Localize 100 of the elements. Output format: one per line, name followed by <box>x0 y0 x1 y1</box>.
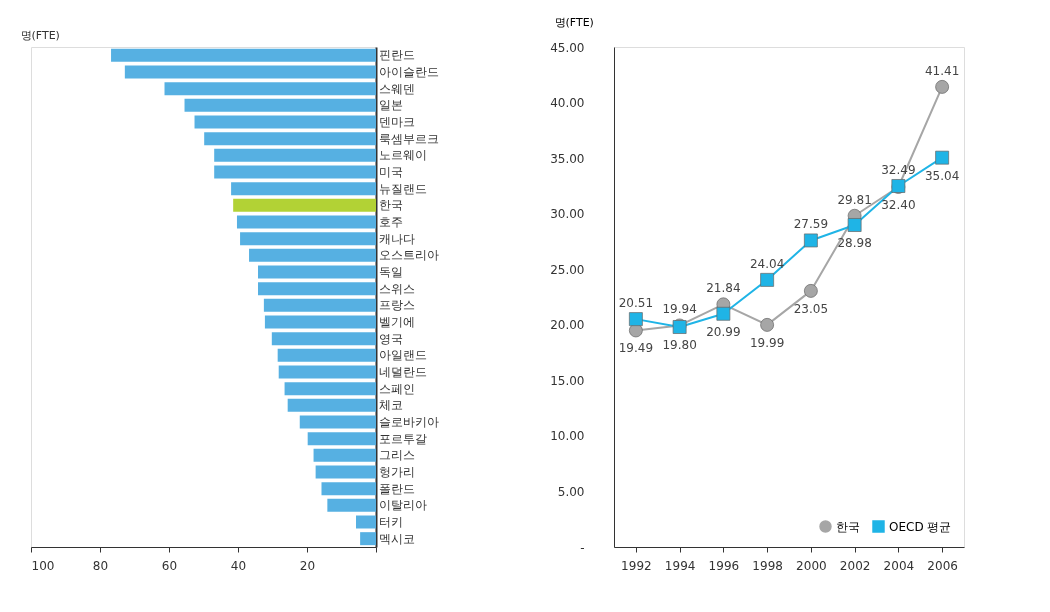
x-tick-label: 60 <box>161 558 178 573</box>
bar <box>284 382 376 396</box>
y-tick-label: 멕시코 <box>378 531 415 546</box>
x-tick-label: 2006 <box>927 558 958 573</box>
bar <box>287 398 376 412</box>
y-tick-label: 아일랜드 <box>378 348 427 363</box>
x-tick-label: 1996 <box>708 558 740 573</box>
y-tick-label: 노르웨이 <box>378 148 427 163</box>
y-tick-label: 그리스 <box>378 448 415 463</box>
y-tick-label: 일본 <box>378 98 403 113</box>
bar <box>264 315 376 329</box>
y-tick-label: 45.00 <box>550 40 585 55</box>
bar <box>214 165 376 179</box>
data-label: 19.99 <box>749 335 785 350</box>
point <box>716 306 731 321</box>
bar <box>321 482 376 496</box>
y-tick-label: 미국 <box>378 165 403 179</box>
data-label: 19.80 <box>662 338 697 352</box>
y-tick-label: 스위스 <box>378 281 415 296</box>
y-tick-label: 25.00 <box>550 262 585 277</box>
y-tick-label: 40.00 <box>550 96 585 111</box>
data-label: 19.94 <box>662 302 697 317</box>
data-label: 32.49 <box>881 163 916 177</box>
point <box>935 150 949 165</box>
bar <box>313 448 376 462</box>
bar <box>271 332 376 346</box>
y-tick-label: - <box>580 540 585 555</box>
y-axis-title: 명(FTE) <box>554 15 594 29</box>
y-tick-label: 독일 <box>378 265 403 279</box>
data-label: 32.40 <box>881 198 916 212</box>
data-label: 41.41 <box>924 63 960 78</box>
point <box>629 323 643 338</box>
bar <box>164 82 376 96</box>
y-tick-label: 벨기에 <box>378 315 415 329</box>
y-tick-label: 프랑스 <box>378 298 415 313</box>
y-tick-label: 30.00 <box>550 207 585 222</box>
bar <box>355 515 376 529</box>
bar <box>278 365 376 379</box>
y-tick-label: 폴란드 <box>378 481 415 496</box>
y-tick-label: 덴마크 <box>378 115 415 129</box>
data-label: 20.99 <box>706 324 741 339</box>
bar <box>204 132 376 146</box>
y-tick-label: 포르투갈 <box>378 431 427 446</box>
x-tick-label: 40 <box>230 558 247 573</box>
y-tick-label: 한국 <box>378 198 403 213</box>
bar <box>184 98 376 112</box>
bar <box>258 265 376 279</box>
y-tick-label: 호주 <box>378 215 403 229</box>
x-tick-label: 20 <box>299 558 316 573</box>
bar <box>360 532 376 546</box>
y-tick-label: 슬로바키아 <box>378 415 439 429</box>
x-tick-label: 1992 <box>621 558 652 573</box>
x-tick-label: 100 <box>31 558 55 573</box>
data-label: 29.81 <box>837 192 872 207</box>
y-tick-label: 20.00 <box>550 318 585 333</box>
bar <box>249 248 376 262</box>
y-tick-label: 핀란드 <box>378 48 415 63</box>
y-tick-label: 영국 <box>378 331 403 346</box>
point <box>847 218 862 232</box>
y-tick-label: 오스트리아 <box>378 248 439 263</box>
y-tick-label: 스웨덴 <box>378 81 415 96</box>
bar <box>327 498 376 512</box>
y-tick-label: 캐나다 <box>378 231 415 246</box>
x-tick-label: 2004 <box>883 558 915 573</box>
data-label: 24.04 <box>749 256 785 271</box>
data-label: 28.98 <box>837 236 872 250</box>
bar <box>236 215 376 229</box>
legend-label: 한국 <box>836 519 860 534</box>
data-label: 20.51 <box>618 296 654 311</box>
y-tick-label: 뉴질랜드 <box>378 181 427 196</box>
bar <box>307 432 376 446</box>
y-tick-label: 15.00 <box>550 373 585 388</box>
y-tick-label: 10.00 <box>550 429 585 444</box>
bar <box>231 182 376 196</box>
point <box>629 312 643 326</box>
bar <box>111 48 376 62</box>
y-tick-label: 이탈리아 <box>378 498 427 513</box>
bar <box>194 115 376 129</box>
y-tick-label: 스페인 <box>378 381 415 396</box>
point <box>804 233 818 248</box>
bar <box>277 348 376 362</box>
y-tick-label: 터키 <box>378 515 403 529</box>
point <box>760 273 774 287</box>
x-tick-label: 2002 <box>839 558 871 573</box>
x-tick-label: 1998 <box>752 558 783 573</box>
y-tick-label: 룩셈부르크 <box>378 131 439 146</box>
y-tick-label: 아이슬란드 <box>378 65 439 79</box>
bar <box>315 465 376 479</box>
y-tick-label: 체코 <box>378 398 403 413</box>
y-tick-label: 35.00 <box>550 151 585 166</box>
y-tick-label: 네덜란드 <box>378 365 427 379</box>
bar <box>299 415 376 429</box>
data-label: 19.49 <box>618 341 654 356</box>
data-label: 23.05 <box>793 301 829 316</box>
y-tick-label: 5.00 <box>557 484 585 499</box>
bar <box>263 298 376 312</box>
bar <box>258 282 376 296</box>
x-axis-title: 명(FTE) <box>20 29 60 42</box>
bar <box>233 198 376 212</box>
x-tick-label: 80 <box>92 558 109 573</box>
